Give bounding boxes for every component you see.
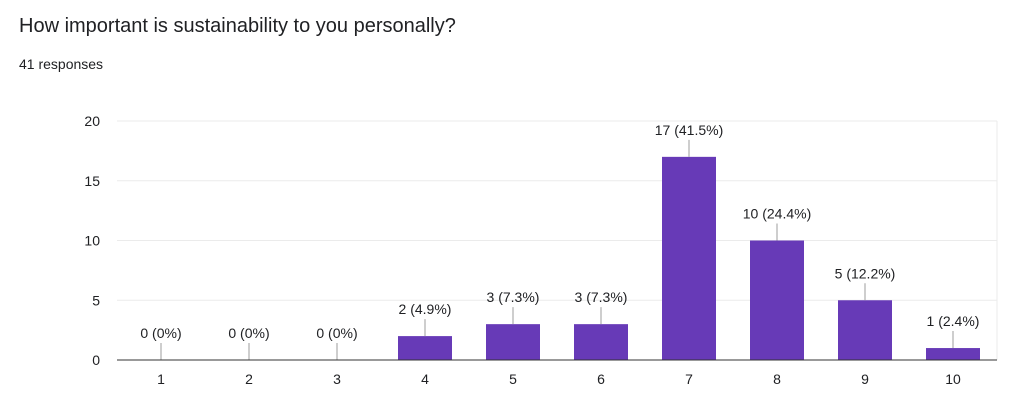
response-count: 41 responses [19,56,104,72]
x-tick-label: 3 [333,371,341,387]
y-tick-label: 5 [92,292,100,308]
bar [574,324,628,360]
x-tick-label: 2 [245,371,253,387]
x-tick-label: 8 [773,371,781,387]
bar [398,336,452,360]
data-label: 3 (7.3%) [575,289,628,305]
data-label: 0 (0%) [228,325,269,341]
data-label: 3 (7.3%) [487,289,540,305]
data-label: 1 (2.4%) [927,313,980,329]
x-tick-label: 7 [685,371,693,387]
question-title: How important is sustainability to you p… [19,15,456,37]
bar [662,156,716,360]
x-tick-label: 6 [597,371,605,387]
data-label: 0 (0%) [316,325,357,341]
data-label: 5 (12.2%) [835,265,896,281]
y-tick-label: 0 [92,352,100,368]
data-label: 0 (0%) [140,325,181,341]
bar [838,300,892,360]
data-label: 17 (41.5%) [655,122,723,138]
x-tick-label: 4 [421,371,429,387]
x-tick-label: 5 [509,371,517,387]
bar [926,348,980,360]
x-tick-label: 10 [945,371,961,387]
y-tick-label: 15 [84,173,100,189]
x-tick-label: 9 [861,371,869,387]
data-label: 2 (4.9%) [399,301,452,317]
data-label: 10 (24.4%) [743,206,811,222]
x-tick-label: 1 [157,371,165,387]
bar [750,240,804,360]
bar [486,324,540,360]
y-tick-label: 20 [84,113,100,129]
y-tick-label: 10 [84,233,100,249]
